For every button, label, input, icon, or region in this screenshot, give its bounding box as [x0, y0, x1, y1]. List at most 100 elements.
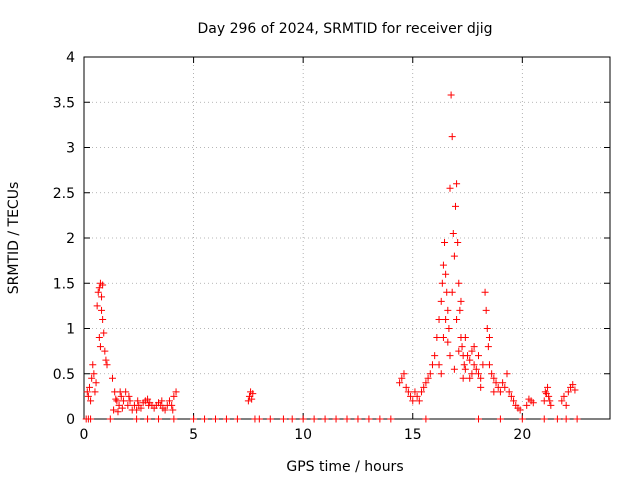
y-tick-label: 1.5 — [53, 276, 75, 292]
data-point — [343, 415, 351, 423]
data-point — [461, 334, 469, 342]
data-point — [248, 395, 256, 403]
x-tick-label: 15 — [404, 427, 422, 443]
data-point — [459, 374, 467, 382]
y-tick-label: 1 — [66, 322, 75, 338]
data-point — [88, 374, 96, 382]
data-point — [477, 374, 485, 382]
data-point — [450, 252, 458, 260]
data-point — [402, 383, 410, 391]
data-point — [102, 356, 110, 364]
data-point — [420, 383, 428, 391]
data-point — [134, 397, 142, 405]
data-point — [456, 306, 464, 314]
data-point — [451, 202, 459, 210]
data-point — [413, 392, 421, 400]
x-axis-label: GPS time / hours — [286, 459, 403, 475]
data-point — [437, 297, 445, 305]
data-point — [483, 325, 491, 332]
data-point — [562, 415, 570, 423]
data-point — [125, 392, 133, 400]
data-point — [466, 356, 474, 364]
data-point — [496, 388, 504, 396]
data-point — [460, 361, 468, 369]
data-point — [354, 415, 362, 423]
data-point — [475, 415, 482, 423]
data-point — [546, 397, 554, 405]
data-point — [407, 392, 415, 400]
data-point — [113, 397, 121, 405]
data-point — [96, 343, 104, 351]
data-point — [144, 415, 152, 423]
data-point — [488, 370, 496, 378]
data-point — [540, 415, 548, 423]
data-point — [470, 343, 478, 351]
data-point — [518, 415, 526, 423]
data-point — [422, 415, 430, 423]
data-point — [461, 365, 469, 373]
data-point — [112, 395, 120, 403]
data-point — [553, 415, 561, 423]
data-point — [494, 383, 502, 391]
data-point — [92, 379, 100, 387]
data-point — [169, 406, 177, 414]
data-point — [411, 388, 419, 396]
data-point — [455, 279, 463, 287]
data-point — [396, 379, 404, 387]
data-point — [387, 415, 395, 423]
data-point — [212, 415, 219, 423]
data-point — [475, 352, 482, 360]
data-point — [481, 288, 489, 296]
data-point — [321, 415, 329, 423]
data-point — [571, 386, 579, 394]
data-point — [464, 352, 472, 360]
x-tick-label: 10 — [294, 427, 312, 443]
data-point — [558, 397, 566, 405]
data-point — [435, 315, 443, 323]
data-point — [472, 365, 480, 373]
y-tick-label: 2 — [66, 231, 75, 247]
data-point — [544, 383, 552, 391]
data-point — [114, 408, 122, 416]
data-point — [482, 306, 490, 314]
data-point — [466, 374, 474, 382]
data-point — [299, 415, 307, 423]
data-point — [94, 288, 102, 296]
data-point — [529, 399, 537, 407]
data-point — [119, 397, 127, 405]
data-point — [510, 397, 518, 405]
data-point — [569, 381, 577, 389]
data-point — [415, 397, 423, 405]
data-point — [541, 388, 549, 396]
data-point — [490, 374, 498, 382]
data-point — [428, 361, 436, 369]
data-point — [470, 361, 478, 369]
data-point — [288, 415, 296, 423]
data-point — [560, 392, 568, 400]
data-point — [172, 388, 180, 396]
data-point — [455, 347, 463, 355]
data-point — [404, 388, 412, 396]
data-point — [91, 388, 99, 396]
data-point — [439, 334, 447, 342]
data-point — [310, 415, 318, 423]
data-point — [376, 415, 384, 423]
data-point — [101, 347, 109, 355]
data-point — [503, 370, 511, 378]
data-point — [137, 404, 145, 412]
data-point — [496, 415, 504, 423]
data-point — [190, 415, 198, 423]
data-point — [441, 239, 449, 247]
data-point — [492, 379, 500, 387]
data-point — [110, 406, 118, 414]
y-tick-label: 0.5 — [53, 367, 75, 383]
y-tick-label: 2.5 — [53, 186, 75, 202]
data-point — [133, 406, 141, 414]
data-point — [453, 180, 461, 188]
data-point — [161, 406, 169, 414]
axis-ticks: 0 5 10 15 20 0 0.5 1 1.5 2 2.5 3 3.5 4 — [53, 50, 610, 443]
data-point — [444, 338, 452, 346]
y-tick-label: 4 — [66, 50, 75, 66]
data-point — [484, 343, 492, 351]
